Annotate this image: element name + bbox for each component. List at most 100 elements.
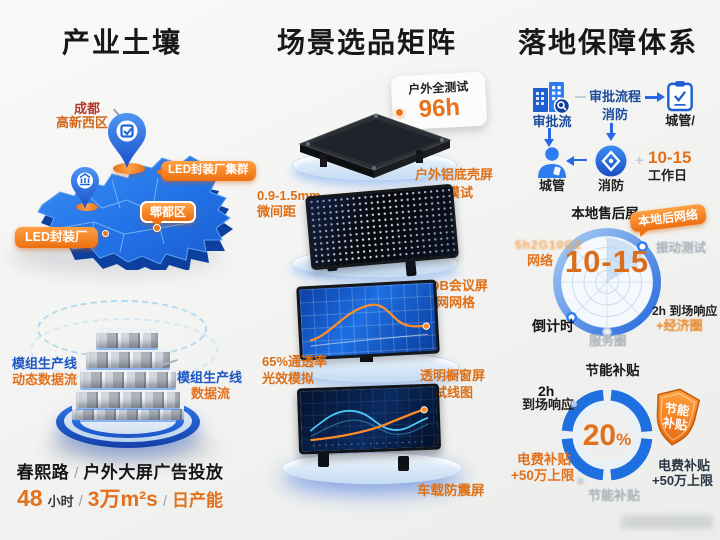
label-service-circle: 服务圈 [589, 334, 627, 348]
stats-block: 春熙路 / 户外大屏广告投放 48 小时 / 3万m²s / 日产能 [8, 458, 232, 513]
label-city-management2: 城管 [538, 178, 565, 193]
label-approval-flow: 审批流 [532, 114, 572, 129]
slash-separator: / [162, 493, 167, 510]
shield-text-line2: 补贴 [661, 415, 689, 434]
label-line: 光效模拟 [262, 370, 315, 386]
stat-area: 3万m²s [87, 488, 158, 511]
factory-location-pin-icon [71, 167, 99, 209]
label-line: 试线图 [434, 384, 474, 400]
label-vibration-test: 振动测试 [656, 241, 707, 255]
label-2h: 2h [538, 383, 555, 399]
transparent-window-screen [296, 279, 440, 361]
subsidy-ring-gauge [561, 389, 653, 481]
label-50w-cap-right: +50万上限 [652, 473, 714, 488]
label-network: 网络 [527, 253, 554, 268]
label-line: COB会议屏 [420, 278, 488, 293]
permit-clipboard-icon [667, 81, 693, 112]
stat-ad-placement: 户外大屏广告投放 [83, 463, 224, 482]
badge-led-packaging-cluster: LED封装厂集群 [156, 161, 256, 181]
slash-separator: / [74, 465, 79, 482]
pin-base-glow [113, 163, 145, 174]
label-dataflow: 数据流 [191, 386, 231, 401]
arrow-down [610, 123, 613, 133]
arrow-left [574, 158, 587, 161]
label-electricity-subsidy-right: 电费补贴 [658, 458, 711, 473]
label-vehicle-screen: 车载防震屏 [417, 483, 485, 498]
plus-separator: + [635, 152, 644, 169]
label-fine-pitch: 0.9-1.5mm 微间距 [257, 188, 321, 221]
label-line: 0.9-1.5mm [257, 188, 321, 203]
connector-dash [575, 96, 586, 98]
module-cube-row [86, 347, 170, 368]
label-economic-circle: +经济圈 [656, 318, 703, 333]
outdoor-led-module-panel [298, 113, 452, 178]
slash-separator: / [78, 493, 83, 510]
screen-leg [405, 260, 417, 277]
label-line: 消防 [601, 106, 628, 122]
arrow-left-head [566, 156, 574, 166]
arrow-down-head [606, 133, 616, 141]
label-line: 网网格 [436, 294, 476, 310]
fire-department-icon [595, 145, 627, 177]
connector-dot [578, 478, 583, 483]
label-cob-meeting-screen: COB会议屏 网网格 [420, 278, 488, 312]
stat-hours-unit: 小时 [47, 494, 74, 509]
stats-line-1: 春熙路 / 户外大屏广告投放 [8, 458, 232, 483]
label-line: 65%通透率 [262, 354, 328, 369]
pin-base-glow [76, 203, 98, 211]
arrow-right [645, 96, 657, 99]
glass-base [282, 452, 462, 484]
shield-text-line1: 节能 [664, 400, 691, 418]
label-energy-subsidy-top: 节能补贴 [585, 363, 640, 378]
label-line: 审批流程 [588, 89, 641, 104]
label-network-garbled: 5h2G10G2 [515, 238, 583, 252]
section-title-scenario-matrix: 场景选品矩阵 [276, 27, 457, 58]
chengdu-location-pin-icon [108, 113, 146, 168]
stat-48: 48 [17, 485, 43, 511]
percent-number: 20 [582, 419, 617, 452]
badge-pidu-district: 郫都区 [140, 201, 197, 229]
screen-leg [398, 456, 409, 471]
vehicle-shockproof-screen [296, 383, 442, 455]
callout-anchor-dot [395, 108, 404, 117]
label-dynamic-dataflow: 动态数据流 [12, 372, 78, 387]
label-energy-subsidy-bottom: 节能补贴 [588, 488, 641, 503]
energy-subsidy-shield-badge: 节能 补贴 [656, 388, 701, 446]
label-module-line-right: 模组生产线 [177, 370, 243, 385]
label-50w-cap-left: +50万上限 [511, 468, 575, 483]
radar-center-value: 10-15 [564, 244, 650, 279]
stat-daily-capacity: 日产能 [171, 491, 223, 510]
label-onsite-response: 到场响应 [522, 397, 575, 412]
connector-dot [571, 401, 577, 407]
approval-building-icon [533, 82, 571, 114]
label-local-aftersales: 本地售后屏 [571, 206, 639, 221]
aftersales-radar-chart [553, 228, 661, 337]
arrow-right-head [657, 92, 665, 102]
stat-road: 春熙路 [16, 463, 70, 482]
percent-sign: % [616, 430, 632, 449]
screen-chart-curve [309, 303, 430, 347]
arrow-down [548, 128, 551, 139]
label-line: 透明橱窗屏 [420, 368, 486, 383]
label-city-management: 城管/ [665, 113, 695, 128]
cob-mesh-screen [305, 183, 459, 271]
label-gaoxin-west-zone: 高新西区 [56, 115, 109, 130]
label-approval-process: 审批流程 消防 [587, 88, 643, 123]
arrow-down-head [544, 139, 554, 147]
label-countdown: 倒计时 [532, 318, 574, 334]
module-cube-row [80, 367, 176, 388]
label-transparent-window: 透明橱窗屏 试线图 [420, 368, 485, 402]
label-chengdu: 成都 [74, 101, 101, 116]
blurred-watermark [621, 515, 713, 529]
section-title-industry-soil: 产业土壤 [61, 27, 182, 58]
screen-leg [318, 452, 329, 467]
label-line: 户外铝底壳屏 [415, 167, 494, 182]
map-marker-dot [153, 224, 161, 232]
label-module-line-left: 模组生产线 [12, 356, 78, 371]
module-cube-row [96, 328, 158, 348]
badge-led-packaging-factory: LED封装厂 [15, 227, 98, 248]
label-workdays: 工作日 [648, 168, 688, 183]
screen-chart-curves [309, 406, 429, 446]
module-cube-row [76, 387, 180, 408]
